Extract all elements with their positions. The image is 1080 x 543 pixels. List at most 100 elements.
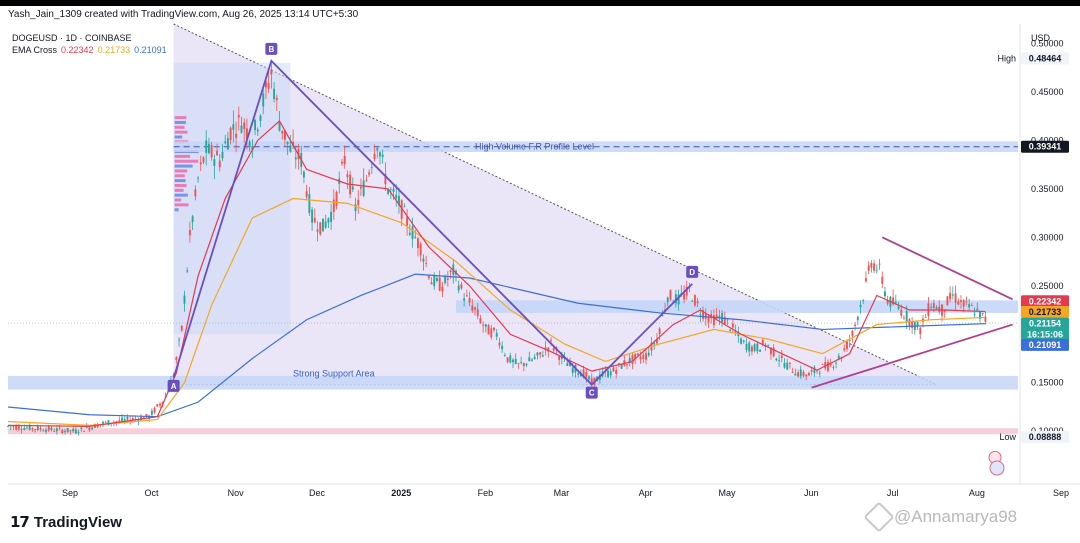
candle-body: [544, 347, 547, 350]
candle: [305, 184, 308, 201]
candle-body: [281, 130, 284, 134]
candle-body: [414, 236, 417, 238]
candle: [425, 255, 428, 268]
candle-body: [837, 355, 840, 359]
candle-body: [387, 189, 390, 194]
candle-body: [965, 300, 968, 302]
pattern-point-d-badge: [686, 265, 699, 278]
candle: [191, 214, 194, 230]
candle: [224, 134, 227, 145]
candle: [74, 426, 77, 435]
candle-body: [509, 355, 512, 363]
candle-body: [484, 324, 487, 327]
candle: [726, 319, 729, 325]
candle-body: [324, 221, 327, 228]
candle-body: [854, 324, 857, 326]
candle: [457, 280, 460, 294]
candle-body: [245, 128, 248, 140]
candle-body: [919, 327, 922, 335]
candle: [460, 281, 463, 290]
candle: [514, 353, 517, 365]
candle-body: [846, 341, 848, 349]
candle: [973, 307, 976, 318]
candle-body: [503, 355, 506, 356]
candle-body: [531, 359, 533, 361]
candle: [400, 199, 403, 227]
candle: [851, 329, 854, 343]
candle: [788, 362, 791, 369]
tradingview-brand[interactable]: 𝟭𝟳 TradingView: [10, 513, 122, 532]
candle: [759, 349, 762, 352]
candle-body: [628, 357, 631, 364]
candle: [541, 350, 544, 358]
candle-body: [389, 189, 392, 191]
candle-body: [17, 426, 20, 430]
candle: [865, 271, 867, 284]
candle-body: [91, 427, 94, 430]
candle: [430, 277, 433, 285]
candle: [197, 176, 200, 183]
symbol-label[interactable]: DOGEUSD · 1D · COINBASE: [12, 33, 132, 43]
candle-body: [55, 428, 58, 432]
candle-body: [186, 270, 189, 272]
candle: [259, 114, 262, 128]
candle-body: [962, 300, 965, 307]
candle-body: [53, 431, 56, 432]
candle: [968, 299, 971, 312]
candle: [441, 281, 444, 297]
candle-body: [645, 353, 647, 360]
candle: [254, 118, 257, 136]
candle-body: [129, 419, 132, 423]
ema-legend-row[interactable]: EMA Cross 0.22342 0.21733 0.21091: [12, 44, 167, 56]
abcd-pattern-line: [172, 59, 693, 386]
candle-body: [636, 353, 639, 356]
candle-body: [742, 340, 745, 342]
candle: [503, 352, 506, 357]
candle-body: [237, 114, 240, 118]
candle-body: [976, 308, 979, 311]
candle-body: [761, 339, 764, 345]
chart-legend: DOGEUSD · 1D · COINBASE EMA Cross 0.2234…: [12, 32, 167, 56]
volume-profile-bar: [174, 125, 185, 129]
candle-body: [577, 373, 580, 375]
candle-body: [528, 357, 531, 362]
pattern-point-c-label: C: [589, 389, 595, 398]
candle-body: [865, 278, 867, 282]
candle-body: [58, 427, 61, 429]
candle: [91, 426, 94, 431]
ema-indicator-name: EMA Cross: [12, 45, 58, 55]
candle: [916, 320, 919, 331]
candle-body: [406, 216, 409, 226]
candle: [406, 208, 409, 236]
candle: [919, 326, 922, 340]
y-tick-label: 0.50000: [1031, 38, 1064, 48]
candle: [881, 271, 884, 289]
pattern-point-a-label: A: [171, 382, 177, 391]
candle: [509, 352, 512, 364]
candle: [691, 299, 694, 302]
pattern-point-a-badge: [167, 379, 180, 392]
ema-fast-value: 0.22342: [61, 45, 94, 55]
candle-body: [826, 361, 829, 371]
candle-body: [566, 363, 569, 367]
candle: [756, 340, 759, 354]
candle-body: [590, 378, 593, 384]
candle: [786, 358, 789, 371]
candle: [213, 154, 216, 179]
candle: [960, 295, 962, 309]
candle: [976, 302, 979, 312]
candle: [843, 344, 846, 352]
ema-fast-line: [7, 120, 986, 427]
candle-body: [243, 122, 246, 129]
candle-body: [357, 199, 360, 205]
candle-body: [740, 338, 743, 344]
candle-body: [417, 238, 419, 248]
candle: [273, 82, 276, 103]
candle-body: [123, 419, 126, 421]
candle-body: [34, 429, 37, 430]
candle-body: [465, 295, 468, 297]
candle: [547, 346, 550, 358]
candle: [826, 359, 829, 373]
x-tick-label: Sep: [1053, 488, 1069, 498]
